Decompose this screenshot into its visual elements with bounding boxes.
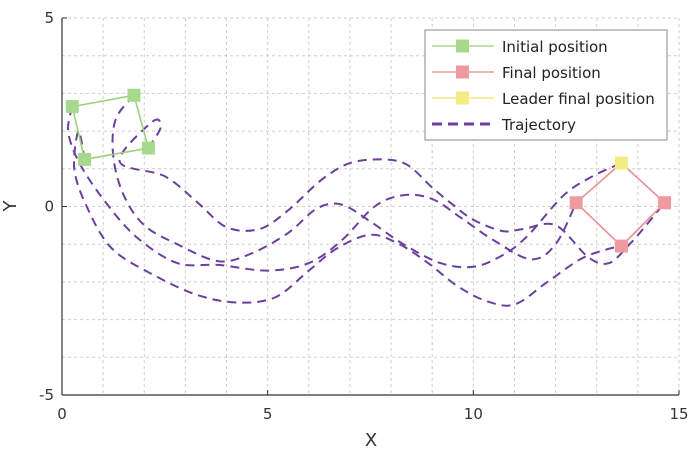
- initial-formation-outline: [71, 94, 150, 161]
- tick-labels: 0 5 10 15-505: [39, 9, 689, 423]
- y-tick-label: 0: [44, 198, 54, 216]
- trajectories: [67, 94, 666, 307]
- final-position-marker: [569, 196, 583, 210]
- axes: [61, 17, 680, 396]
- legend-label-leader-final-position: Leader final position: [502, 90, 655, 108]
- x-axis-label: X: [365, 430, 377, 451]
- x-tick-label: 0: [57, 405, 67, 423]
- legend-label-trajectory: Trajectory: [501, 116, 576, 134]
- markers: [65, 88, 672, 253]
- legend: Initial position Final position Leader f…: [424, 29, 668, 141]
- y-tick-label: 5: [44, 9, 54, 27]
- legend-square-sample: [456, 65, 469, 79]
- trajectory-line: [118, 118, 666, 265]
- initial-position-marker: [141, 141, 155, 155]
- x-tick-label: 5: [263, 405, 273, 423]
- final-position-marker: [658, 196, 672, 210]
- trajectory-line: [73, 130, 622, 307]
- final-formation-outline: [575, 162, 666, 248]
- leader-final-position-marker: [614, 156, 628, 170]
- trajectory-line: [67, 106, 578, 272]
- legend-square-sample: [456, 91, 469, 105]
- legend-label-final-position: Final position: [502, 64, 601, 82]
- initial-position-marker: [65, 100, 79, 114]
- trajectory-line: [111, 94, 622, 269]
- initial-position-marker: [78, 152, 92, 166]
- y-tick-label: -5: [39, 386, 54, 404]
- initial-position-marker: [127, 88, 141, 102]
- legend-label-initial-position: Initial position: [502, 38, 608, 56]
- y-axis-label: Y: [0, 200, 21, 213]
- x-tick-label: 15: [669, 405, 688, 423]
- legend-square-sample: [456, 39, 469, 53]
- x-tick-label: 10: [464, 405, 483, 423]
- final-position-marker: [614, 239, 628, 253]
